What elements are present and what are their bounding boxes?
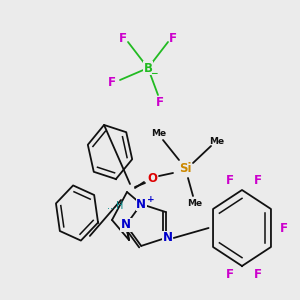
Text: −: − [150, 68, 158, 77]
Text: O: O [147, 172, 157, 184]
Text: F: F [254, 175, 262, 188]
Text: Me: Me [209, 136, 225, 146]
Text: F: F [226, 268, 234, 281]
Text: N: N [163, 231, 173, 244]
Text: B: B [143, 61, 152, 74]
Text: F: F [156, 97, 164, 110]
Text: F: F [108, 76, 116, 88]
Text: N: N [121, 218, 131, 232]
Text: F: F [226, 175, 234, 188]
Text: F: F [254, 268, 262, 281]
Text: F: F [119, 32, 127, 46]
Text: Me: Me [188, 200, 202, 208]
Text: F: F [279, 221, 287, 235]
Text: Me: Me [152, 128, 166, 137]
Text: ...H: ...H [107, 201, 123, 211]
Text: Si: Si [179, 161, 191, 175]
Text: +: + [147, 195, 155, 204]
Text: N: N [136, 198, 146, 211]
Text: F: F [169, 32, 177, 46]
